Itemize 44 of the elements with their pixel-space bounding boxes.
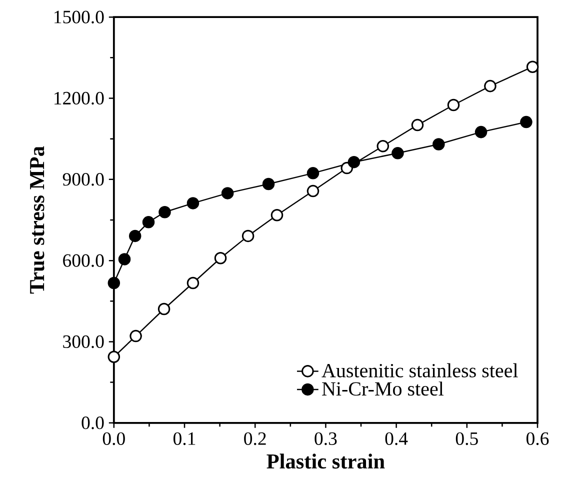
point [526,60,539,74]
point [306,167,320,180]
point [432,138,445,150]
y-tick-label: 0.0 [82,416,104,430]
y-tick-label: 1500.0 [54,10,104,24]
point [270,209,284,222]
x-tick-label: 0.4 [385,432,408,446]
x-tick-label: 0.1 [173,432,196,446]
y-axis-title: True stress MPa [30,146,44,294]
point [376,140,390,152]
point [474,126,488,138]
point [348,156,360,168]
point [118,253,131,266]
point [186,276,200,290]
x-tick-label: 0.3 [314,432,337,446]
point [108,350,120,364]
x-tick-label: 0.0 [102,432,125,446]
point [411,118,424,132]
x-tick-label: 0.2 [244,432,266,446]
point [447,98,460,112]
point [130,330,142,342]
x-tick-label: 0.6 [526,432,549,446]
point [158,206,171,218]
point [158,302,170,316]
x-axis-title: Plastic strain [266,454,385,469]
point [306,184,320,198]
point [392,147,404,160]
point [142,216,155,228]
point [128,230,142,242]
point [214,252,227,264]
point [484,80,496,92]
point [262,178,275,190]
point [186,197,200,210]
y-tick-label: 600.0 [63,254,104,268]
y-tick-label: 300.0 [63,335,104,348]
y-tick-label: 1200.0 [54,92,104,105]
legend-label: Austenitic stainless steel [322,363,518,378]
point [242,230,254,242]
point [108,276,120,290]
x-tick-label: 0.5 [456,432,478,446]
legend-label: Ni-Cr-Mo steel [322,382,444,396]
y-tick-label: 900.0 [62,173,104,186]
point [221,187,234,200]
point [520,116,532,128]
